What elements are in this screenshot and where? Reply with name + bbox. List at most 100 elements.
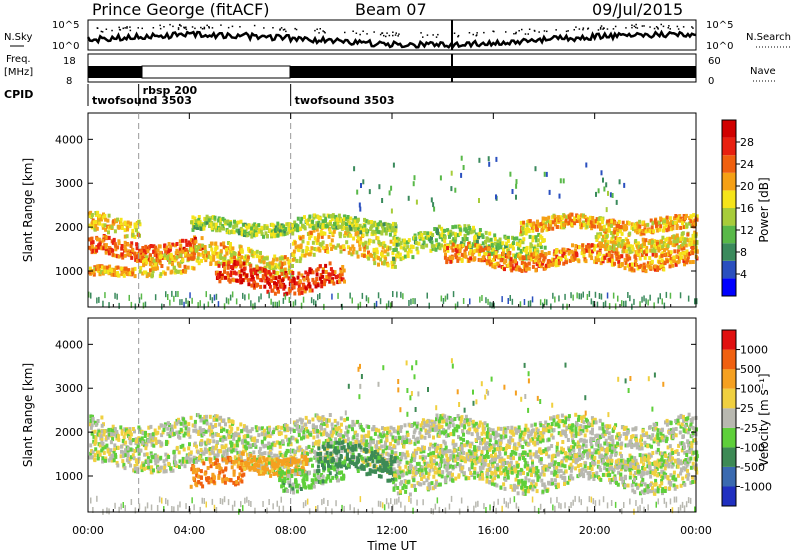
power-cell xyxy=(446,246,450,250)
power-cell xyxy=(238,277,242,282)
power-cell xyxy=(99,217,103,222)
power-cell xyxy=(93,227,97,232)
power-cell xyxy=(342,247,346,252)
power-cell xyxy=(540,250,544,255)
velocity-cell xyxy=(145,452,149,457)
power-cell xyxy=(181,249,185,254)
power-near-cell xyxy=(278,300,280,307)
power-cell xyxy=(653,264,657,269)
power-cell xyxy=(310,288,314,293)
power-near-cell xyxy=(444,295,447,302)
velocity-cell xyxy=(641,428,645,433)
power-cell xyxy=(446,228,450,233)
velocity-cell xyxy=(359,425,363,429)
velocity-cell xyxy=(198,426,202,431)
power-cell xyxy=(104,227,108,232)
velocity-cell xyxy=(124,431,127,436)
nsearch-dot xyxy=(505,31,507,33)
nsearch-dot xyxy=(483,31,485,34)
power-cell xyxy=(101,225,105,230)
velocity-cell xyxy=(116,445,120,450)
velocity-cell xyxy=(316,434,320,439)
power-cell xyxy=(554,263,558,268)
power-cell xyxy=(582,222,586,227)
power-cell xyxy=(321,240,325,245)
cpid-label: CPID xyxy=(4,88,33,101)
velocity-cell xyxy=(94,439,98,443)
power-cell xyxy=(255,225,259,230)
power-cell xyxy=(635,226,639,231)
velocity-cell xyxy=(424,431,428,435)
power-cell xyxy=(365,219,369,224)
power-cell xyxy=(91,220,95,225)
velocity-cell xyxy=(203,415,207,419)
power-cell xyxy=(233,251,237,256)
power-cell xyxy=(183,264,187,269)
power-near-cell xyxy=(337,292,339,299)
power-cell xyxy=(142,259,146,264)
power-cell xyxy=(691,251,695,256)
velocity-cell xyxy=(142,466,146,471)
nsearch-dot xyxy=(515,32,517,35)
power-cell xyxy=(158,260,162,265)
power-cell xyxy=(89,210,93,215)
power-cell xyxy=(472,225,475,230)
velocity-cell xyxy=(435,417,438,422)
velocity-cell xyxy=(369,436,373,441)
velocity-cell xyxy=(421,425,425,430)
power-cell xyxy=(370,220,373,224)
power-cell xyxy=(437,245,440,250)
velocity-cell xyxy=(443,414,447,419)
power-cell xyxy=(168,259,172,264)
power-cell xyxy=(594,219,598,224)
nsearch-dot xyxy=(677,28,680,30)
power-cell xyxy=(149,268,152,273)
power-cell xyxy=(250,226,254,231)
power-cell xyxy=(230,253,233,258)
velocity-cell xyxy=(124,440,128,445)
power-cell xyxy=(142,249,146,254)
power-cell xyxy=(154,262,158,267)
power-cell xyxy=(142,263,146,268)
velocity-cell xyxy=(172,450,176,455)
velocity-cell xyxy=(151,455,155,460)
power-cell xyxy=(655,221,659,226)
power-cell xyxy=(539,245,543,250)
velocity-cell xyxy=(605,424,609,429)
velocity-cell xyxy=(467,421,471,426)
power-cell xyxy=(594,244,598,249)
nsearch-dot xyxy=(203,26,206,29)
velocity-cell xyxy=(462,432,465,437)
power-cell xyxy=(153,253,157,258)
power-cell xyxy=(367,256,371,261)
power-cell xyxy=(268,228,272,233)
power-cell xyxy=(688,221,691,226)
power-cell xyxy=(527,255,531,260)
power-cell xyxy=(257,229,261,234)
power-cell xyxy=(364,240,368,245)
power-cell xyxy=(386,252,390,257)
power-near-cell xyxy=(88,291,90,298)
power-cell xyxy=(242,261,246,266)
power-cell xyxy=(594,235,598,240)
velocity-cell xyxy=(555,414,559,419)
power-cell xyxy=(223,269,226,274)
power-cell xyxy=(159,272,163,277)
power-cell xyxy=(292,249,296,254)
velocity-cell xyxy=(163,463,167,468)
power-cell xyxy=(214,241,218,246)
velocity-cell xyxy=(671,434,675,439)
power-cell xyxy=(133,251,136,256)
power-cell xyxy=(502,247,505,252)
power-cell xyxy=(501,251,505,256)
velocity-cell xyxy=(440,430,444,435)
power-near-cell xyxy=(694,298,696,305)
power-cell xyxy=(299,256,303,261)
power-cell xyxy=(247,282,251,287)
power-cell xyxy=(388,232,392,237)
power-near-cell xyxy=(98,296,100,303)
power-near-cell xyxy=(225,297,228,304)
velocity-cell xyxy=(315,425,318,430)
power-cell xyxy=(456,258,460,263)
power-cell xyxy=(268,284,272,289)
